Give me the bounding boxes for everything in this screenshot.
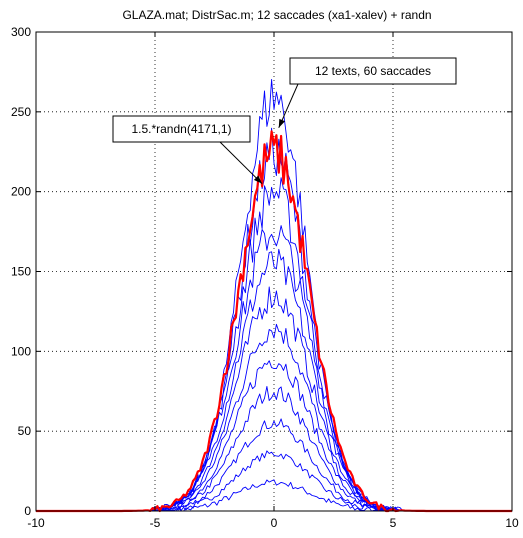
y-tick-label: 300 [11,25,31,39]
y-tick-label: 250 [11,105,31,119]
annotation-arrow [219,141,263,185]
arrow-head [278,118,285,128]
series-line-saccades [36,127,512,512]
arrow-head [253,175,263,184]
y-tick-label: 0 [24,504,31,518]
y-tick-label: 50 [18,424,32,438]
annotation-box [112,115,251,143]
chart-title: GLAZA.mat; DistrSac.m; 12 saccades (xa1-… [122,8,431,22]
annotation-label: 1.5.*randn(4171,1) [131,122,231,136]
y-tick-label: 100 [11,344,31,358]
x-tick-label: -10 [27,516,45,530]
y-tick-label: 200 [11,185,31,199]
x-tick-label: -5 [150,516,161,530]
x-tick-label: 5 [390,516,397,530]
series-group [36,78,512,513]
grid [36,32,512,511]
annotations: 12 texts, 60 saccades 1.5.*randn(4171,1) [112,57,457,185]
annotation-box [289,57,457,85]
x-tick-label: 10 [505,516,519,530]
annotation-label: 12 texts, 60 saccades [315,64,431,78]
y-tick-label: 150 [11,265,31,279]
x-tick-label: 0 [271,516,278,530]
